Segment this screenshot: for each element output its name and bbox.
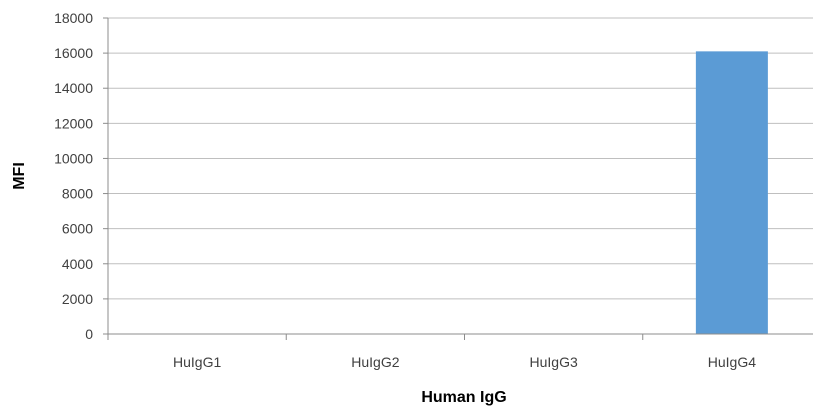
y-tick-labels: 0 2000 4000 6000 8000 10000 12000 14000 16000 180… bbox=[54, 10, 93, 342]
grid-lines bbox=[108, 17, 813, 300]
y-tick-label: 18000 bbox=[54, 10, 93, 26]
y-tick-label: 4000 bbox=[62, 256, 93, 272]
bar-huigg4 bbox=[695, 51, 768, 334]
x-tick-label: HuIgG4 bbox=[708, 354, 756, 370]
y-axis-title: MFI bbox=[11, 162, 28, 190]
x-tick-label: HuIgG3 bbox=[530, 354, 578, 370]
y-tick-label: 0 bbox=[85, 326, 93, 342]
y-tick-label: 10000 bbox=[54, 150, 93, 166]
axes bbox=[103, 17, 813, 340]
y-tick-label: 2000 bbox=[62, 291, 93, 307]
x-tick-label: HuIgG1 bbox=[173, 354, 221, 370]
bar-series bbox=[695, 51, 768, 334]
x-tick-label: HuIgG2 bbox=[351, 354, 399, 370]
y-tick-label: 8000 bbox=[62, 186, 93, 202]
x-tick-labels: HuIgG1 HuIgG2 HuIgG3 HuIgG4 bbox=[173, 354, 756, 370]
y-tick-label: 12000 bbox=[54, 115, 93, 131]
y-tick-label: 16000 bbox=[54, 45, 93, 61]
y-tick-label: 6000 bbox=[62, 221, 93, 237]
x-axis-title: Human IgG bbox=[421, 389, 506, 406]
y-tick-label: 14000 bbox=[54, 80, 93, 96]
